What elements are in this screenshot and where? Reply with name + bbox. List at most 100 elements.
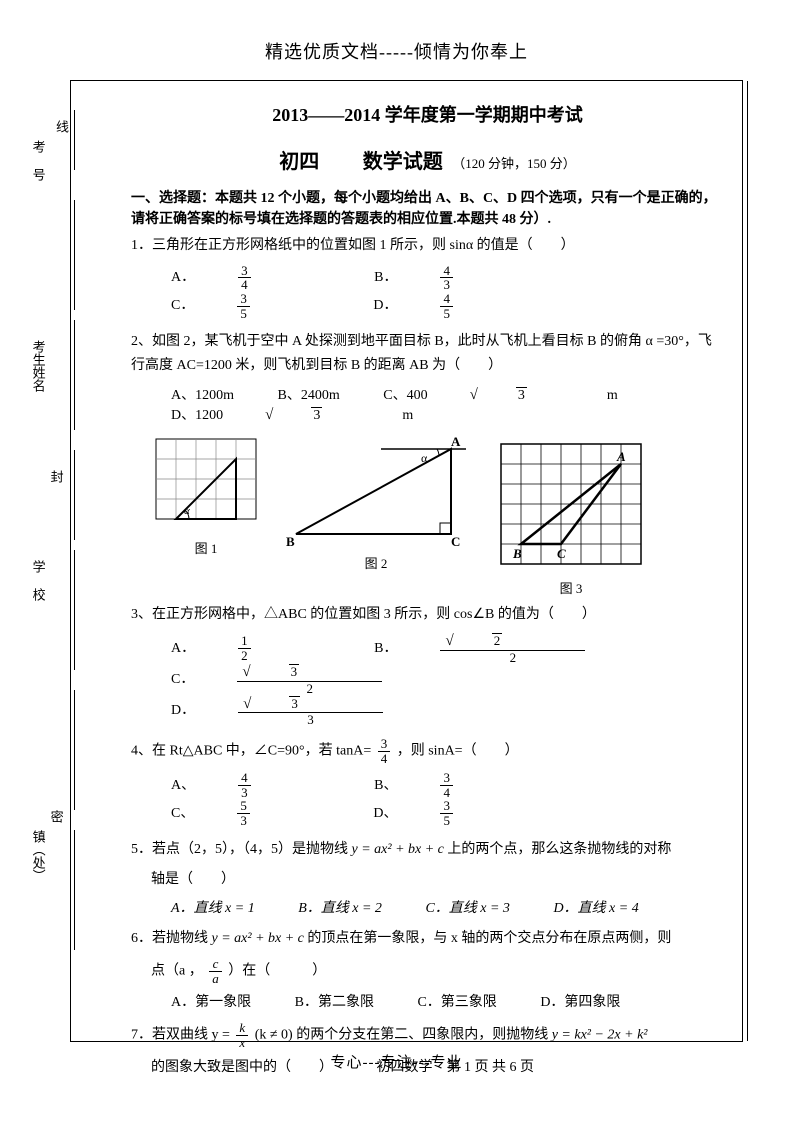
q2-options: A、1200m B、2400m C、400√3 m D、1200√3 m (131, 384, 724, 424)
frac-num: 4 (440, 292, 453, 307)
radicand: 3 (289, 664, 300, 679)
q4-stem-suf: ，则 sinA=（ ） (397, 743, 519, 758)
question-7: 7．若双曲线 y = kx (k ≠ 0) 的两个分支在第二、四象限内，则抛物线… (131, 1021, 724, 1049)
frac-den: 4 (440, 786, 453, 800)
frac-num: √3 (237, 664, 382, 682)
q4-a: A、 (171, 774, 195, 794)
suffix: m (402, 408, 413, 424)
figure-2: α A B C 图 2 (281, 434, 471, 572)
figure-1-caption: 图 1 (151, 538, 261, 557)
q5-stem-suf: 上的两个点，那么这条抛物线的对称 (447, 842, 671, 857)
frac-num: 5 (237, 799, 250, 814)
bind-xian: 线 (52, 120, 71, 133)
bind-kaohao: 考 号 (30, 140, 46, 181)
bind-mi: 密 (48, 810, 64, 823)
frac-num: √3 (238, 696, 383, 714)
q1-c: C． (171, 294, 194, 314)
q6-b: B．第二象限 (295, 991, 374, 1011)
question-1: 1．三角形在正方形网格纸中的位置如图 1 所示，则 sinα 的值是（ ） (131, 234, 724, 258)
question-4: 4、在 Rt△ABC 中，∠C=90°，若 tanA= 34 ，则 sinA=（… (131, 737, 724, 765)
frac-den: 5 (440, 307, 453, 321)
frac-den: a (209, 972, 222, 986)
q4-c: C、 (171, 802, 194, 822)
svg-text:A: A (616, 449, 626, 464)
svg-text:A: A (451, 434, 461, 449)
figure-3: A B C 图 3 (491, 434, 651, 597)
q2-b: B、2400m (278, 384, 340, 404)
frac-den: 4 (238, 278, 251, 292)
q2-a: A、1200m (171, 384, 234, 404)
q1-b: B． (374, 266, 397, 286)
q6-l2-pre: 点（a ， (151, 964, 203, 979)
q4-options: A、43 B、34 C、53 D、35 (131, 771, 724, 828)
q4-d: D、 (373, 802, 397, 822)
equation: y = kx² − 2x + k² (552, 1028, 648, 1043)
inner-border (747, 81, 748, 1041)
q5-stem-pre: 5．若点（2，5），（4，5）是抛物线 (131, 842, 352, 857)
frac-den: 3 (238, 713, 383, 727)
svg-text:B: B (512, 546, 522, 561)
q2-c: C、400 (383, 384, 427, 404)
q6-options: A．第一象限 B．第二象限 C．第三象限 D．第四象限 (131, 991, 724, 1011)
question-3: 3、在正方形网格中，△ABC 的位置如图 3 所示，则 cos∠B 的值为（ ） (131, 603, 724, 627)
q5-a: A．直线 x = 1 (171, 897, 255, 917)
question-2: 2、如图 2，某飞机于空中 A 处探测到地平面目标 B，此时从飞机上看目标 B … (131, 330, 724, 378)
frac-num: 1 (238, 634, 251, 649)
q5-d: D．直线 x = 4 (553, 897, 638, 917)
q6-stem-pre: 6．若抛物线 (131, 931, 212, 946)
frac-den: 2 (238, 649, 251, 663)
frac-num: 4 (440, 264, 453, 279)
q1-a: A． (171, 266, 195, 286)
frac-den: 5 (237, 307, 250, 321)
equation: y = ax² + bx + c (212, 931, 304, 946)
question-5: 5．若点（2，5），（4，5）是抛物线 y = ax² + bx + c 上的两… (131, 838, 724, 862)
frac-num: k (236, 1021, 248, 1036)
subject: 数学试题 (363, 151, 443, 173)
bind-zhen: 镇（处） (30, 830, 46, 882)
question-6: 6．若抛物线 y = ax² + bx + c 的顶点在第一象限，与 x 轴的两… (131, 927, 724, 951)
q3-b: B． (374, 637, 397, 657)
frac-den: 5 (440, 814, 453, 828)
q7-stem-pre: 7．若双曲线 y = (131, 1028, 233, 1043)
q6-a: A．第一象限 (171, 991, 251, 1011)
figures-row: α 图 1 α A B C 图 2 (151, 434, 724, 597)
frac-den: 2 (440, 651, 585, 665)
exam-title: 2013——2014 学年度第一学期期中考试 (131, 101, 724, 127)
frac-num: 3 (440, 799, 453, 814)
bind-school: 学 校 (30, 560, 46, 601)
equation: y = ax² + bx + c (352, 842, 444, 857)
q3-c: C． (171, 668, 194, 688)
frac-num: √2 (440, 633, 585, 651)
frac-num: 3 (237, 292, 250, 307)
q6-stem-mid: 的顶点在第一象限，与 x 轴的两个交点分布在原点两侧，则 (307, 931, 671, 946)
svg-text:α: α (421, 451, 428, 465)
q6-l2-suf: ）在（ ） (228, 964, 326, 979)
frac-den: x (236, 1036, 248, 1050)
figure-2-svg: α A B C (281, 434, 471, 549)
suffix: m (607, 388, 618, 404)
q5-l2: 轴是（ ） (131, 868, 724, 892)
page-footer: 专心---专注---专业 (0, 1051, 793, 1072)
q3-a: A． (171, 637, 195, 657)
radicand: 3 (516, 387, 527, 404)
q6-c: C．第三象限 (417, 991, 496, 1011)
frac-den: 4 (378, 752, 391, 766)
frac-den: 2 (237, 682, 382, 696)
content-area: 2013——2014 学年度第一学期期中考试 初四 数学试题 （120 分钟，1… (70, 80, 743, 1042)
q5-options: A．直线 x = 1 B．直线 x = 2 C．直线 x = 3 D．直线 x … (131, 897, 724, 917)
frac-num: 3 (378, 737, 391, 752)
frac-num: 3 (238, 264, 251, 279)
figure-2-caption: 图 2 (281, 553, 471, 572)
q5-b: B．直线 x = 2 (298, 897, 382, 917)
radicand: 3 (289, 696, 300, 711)
radicand: 2 (492, 633, 503, 648)
svg-text:B: B (286, 534, 295, 549)
page-header: 精选优质文档-----倾情为你奉上 (0, 0, 793, 64)
svg-text:C: C (451, 534, 460, 549)
frac-den: 3 (237, 814, 250, 828)
q4-stem-pre: 4、在 Rt△ABC 中，∠C=90°，若 tanA= (131, 743, 371, 758)
frac-num: 4 (238, 771, 251, 786)
frac-num: c (209, 957, 222, 972)
bind-feng: 封 (48, 470, 64, 483)
svg-text:α: α (184, 505, 190, 517)
